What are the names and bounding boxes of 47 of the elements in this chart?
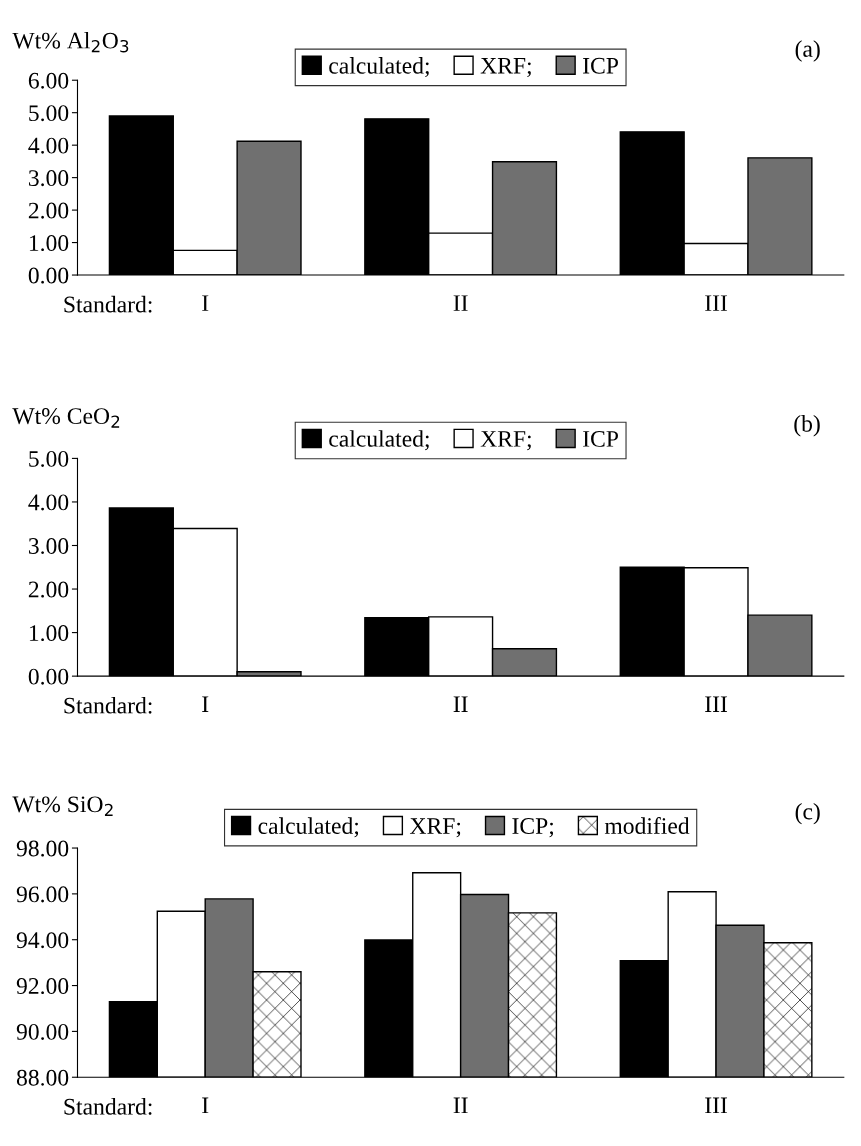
y-tick-label: 1.00 xyxy=(29,235,69,252)
chart-title: Wt% SiO$_{2}$ xyxy=(12,796,113,816)
y-tick-label: 3.00 xyxy=(28,170,69,187)
x-tick-label: III xyxy=(705,1097,728,1114)
y-tick-label: 3.00 xyxy=(28,537,69,555)
legend-label: XRF; xyxy=(480,431,531,451)
text: (b) xyxy=(794,415,820,437)
x-tick-label: I xyxy=(202,1097,209,1114)
y-tick-label: 4.00 xyxy=(28,137,69,154)
y-tick-label: 98.00 xyxy=(16,840,69,857)
legend-label: calculated; xyxy=(329,430,429,451)
y-tick-label: 6.00 xyxy=(28,72,69,89)
legend-label: calculated; xyxy=(329,57,429,78)
legend-label: ICP; xyxy=(512,818,554,838)
y-tick-label: 92.00 xyxy=(16,978,69,995)
x-tick-label: III xyxy=(705,295,728,311)
x-axis-title: Standard: xyxy=(64,696,152,714)
x-tick-label: II xyxy=(453,1097,468,1114)
x-tick-label: III xyxy=(705,696,728,712)
legend-label: ICP xyxy=(583,430,618,447)
y-tick-label: 0.00 xyxy=(28,267,69,284)
y-tick-label: 5.00 xyxy=(29,105,69,122)
chart-title: Wt% CeO$_{2}$ xyxy=(12,408,120,428)
y-tick-label: 94.00 xyxy=(16,932,69,949)
legend-label: XRF; xyxy=(480,58,531,78)
legend-label: ICP xyxy=(583,57,618,74)
legend-label: modified xyxy=(604,817,690,834)
legend-label: XRF; xyxy=(409,818,461,838)
y-tick-label: 5.00 xyxy=(29,450,69,467)
y-tick-label: 2.00 xyxy=(28,581,69,598)
x-axis-title: Standard: xyxy=(64,1098,152,1115)
x-tick-label: I xyxy=(202,696,209,712)
y-tick-label: 0.00 xyxy=(28,668,69,685)
x-tick-label: I xyxy=(202,295,209,311)
y-tick-label: 90.00 xyxy=(16,1023,69,1040)
y-tick-label: 1.00 xyxy=(29,625,69,642)
y-tick-label: 88.00 xyxy=(16,1069,69,1086)
y-tick-label: 2.00 xyxy=(28,202,69,219)
x-tick-label: II xyxy=(453,696,468,712)
chart-title: Wt% Al$_{2}$O$_{3}$ xyxy=(12,31,129,53)
x-axis-title: Standard: xyxy=(64,295,152,313)
text: (a) xyxy=(795,40,820,62)
legend-label: calculated; xyxy=(258,817,359,838)
x-tick-label: II xyxy=(453,295,468,311)
y-tick-label: 4.00 xyxy=(28,494,69,511)
text: (c) xyxy=(795,802,820,825)
y-tick-label: 96.00 xyxy=(16,886,69,903)
